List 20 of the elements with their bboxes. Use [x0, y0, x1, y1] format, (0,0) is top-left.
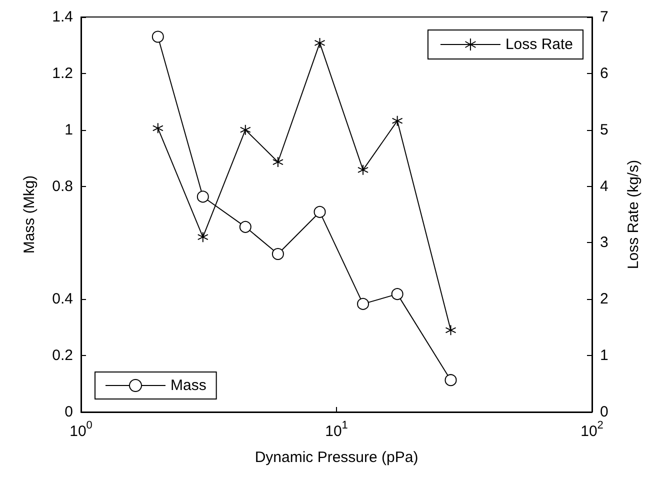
y2-tick-label: 5 — [600, 121, 608, 138]
y2-tick-label: 0 — [600, 404, 608, 420]
y-tick-label: 1.4 — [52, 8, 73, 26]
x-axis-title: Dynamic Pressure (pPa) — [254, 449, 418, 466]
y-tick-label: 0.2 — [52, 347, 73, 364]
y2-tick-label: 2 — [600, 290, 608, 308]
y2-tick-label: 4 — [600, 178, 608, 195]
legend-label: Mass — [170, 377, 206, 394]
y-tick-label: 0.8 — [52, 178, 73, 195]
y2-tick-label: 7 — [600, 8, 608, 26]
y-axis-title: Mass (Mkg) — [21, 175, 38, 254]
legend-label: Loss Rate — [505, 36, 574, 53]
y-tick-label: 1 — [64, 121, 73, 138]
y-tick-label: 0 — [64, 404, 73, 420]
y2-tick-label: 6 — [600, 64, 608, 82]
y-tick-label: 1.2 — [52, 64, 73, 82]
y-tick-label: 0.4 — [52, 290, 73, 308]
y2-axis-title: Loss Rate (kg/s) — [625, 160, 642, 270]
y2-tick-label: 1 — [600, 347, 608, 364]
y2-tick-label: 3 — [600, 234, 608, 252]
